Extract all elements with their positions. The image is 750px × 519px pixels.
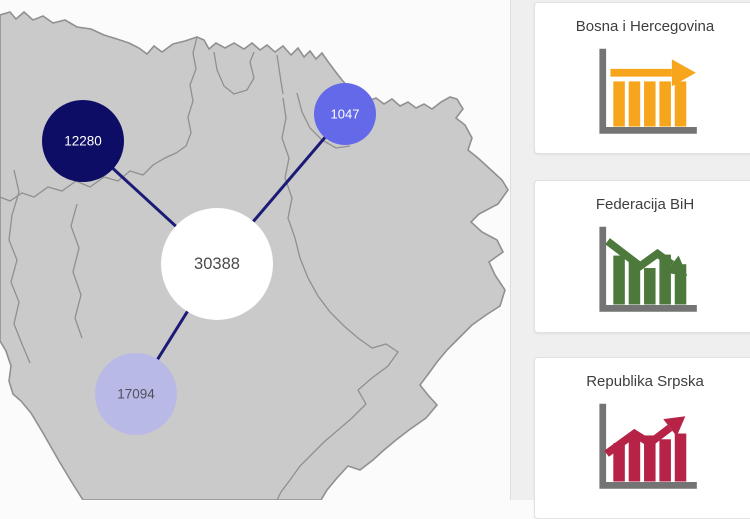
- bubble-30388[interactable]: 30388: [161, 208, 273, 320]
- up-arrow: [604, 416, 686, 457]
- card-title: Republika Srpska: [586, 373, 704, 390]
- bubble-30388-circle[interactable]: [161, 208, 273, 320]
- flat-arrow: [610, 59, 696, 87]
- bars: [613, 81, 687, 127]
- card-bosna-i-hercegovina[interactable]: Bosna i Hercegovina: [534, 2, 750, 154]
- bubble-1047[interactable]: 1047: [314, 83, 376, 145]
- bih-map-svg: 12280 1047 30388 17094: [0, 10, 509, 500]
- bubble-17094-circle[interactable]: [95, 353, 177, 435]
- card-federacija-bih[interactable]: Federacija BiH: [534, 180, 750, 333]
- card-title: Federacija BiH: [595, 196, 695, 213]
- side-panel: Bosna i Hercegovina Federacija BiH: [510, 0, 750, 519]
- card-republika-srpska[interactable]: Republika Srpska: [534, 357, 750, 519]
- bars: [613, 254, 687, 305]
- entity-borders: [0, 36, 399, 500]
- down-arrow: [605, 238, 688, 276]
- card-title: Bosna i Hercegovina: [575, 18, 715, 35]
- bar-chart-flat-trend-icon: [599, 48, 697, 134]
- bar-chart-up-trend-icon: [599, 403, 697, 489]
- map-area: 12280 1047 30388 17094: [0, 10, 509, 500]
- bubble-12280[interactable]: 12280: [42, 100, 124, 182]
- bubble-30388-value: 30388: [194, 255, 240, 273]
- bubble-1047-circle[interactable]: [314, 83, 376, 145]
- bar-chart-down-trend-icon: [599, 226, 697, 312]
- bubble-12280-value: 12280: [64, 134, 102, 149]
- bubble-1047-value: 1047: [331, 107, 360, 122]
- bars: [613, 433, 687, 482]
- bubble-17094-value: 17094: [117, 387, 155, 402]
- bubble-12280-circle[interactable]: [42, 100, 124, 182]
- bubble-17094[interactable]: 17094: [95, 353, 177, 435]
